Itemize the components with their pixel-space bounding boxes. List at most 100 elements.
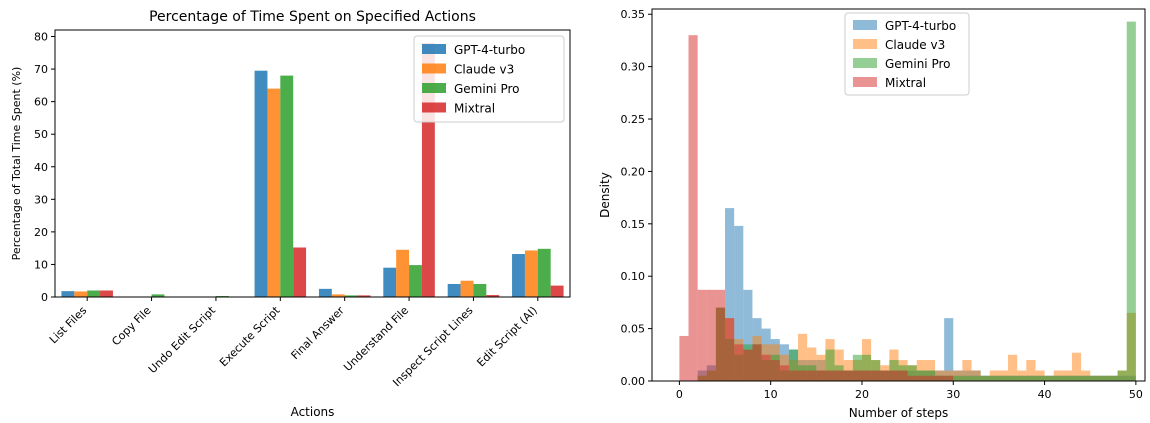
hist-bin (880, 370, 890, 381)
bar (61, 291, 75, 297)
hist-bin (898, 370, 908, 381)
hist-bin (1090, 375, 1100, 381)
x-axis-label: Number of steps (849, 406, 949, 420)
bar (473, 283, 487, 297)
hist-bin (816, 370, 826, 381)
hist-bin (953, 375, 963, 381)
hist-bin (1044, 375, 1054, 381)
hist-bin (944, 375, 954, 381)
hist-bin (725, 318, 735, 381)
hist-bin (1081, 375, 1091, 381)
hist-bin (907, 375, 917, 381)
hist-bin (679, 335, 689, 381)
bar (87, 290, 101, 297)
bar (409, 265, 422, 297)
hist-bin (962, 375, 972, 381)
hist-bin (807, 370, 817, 381)
hist-bin (1071, 375, 1082, 381)
hist-bin (734, 225, 744, 381)
bar (447, 283, 461, 297)
bar (524, 250, 538, 297)
x-tick-label: List Files (47, 304, 90, 347)
bar (550, 285, 564, 297)
x-tick-label: 30 (946, 388, 960, 401)
x-tick-label: Edit Script (AI) (474, 304, 539, 369)
legend-label: GPT-4-turbo (454, 43, 525, 57)
bar (318, 288, 332, 297)
hist-bin (944, 318, 954, 381)
legend-label: Gemini Pro (454, 82, 520, 96)
hist-bin (770, 360, 780, 381)
y-tick-label: 40 (34, 161, 48, 174)
y-axis-label: Percentage of Total Time Spent (%) (10, 67, 23, 261)
hist-bin (725, 208, 735, 381)
y-tick-label: 0.35 (621, 8, 646, 21)
hist-bin (1008, 375, 1018, 381)
bar (486, 295, 500, 297)
bar (74, 291, 88, 297)
legend-swatch (422, 83, 446, 93)
hist-bin (861, 354, 872, 381)
legend-label: Claude v3 (885, 38, 945, 52)
hist-bin (706, 289, 716, 381)
y-tick-label: 0.05 (621, 323, 646, 336)
bar (151, 294, 165, 297)
hist-bin (798, 370, 808, 381)
x-tick-label: 10 (764, 388, 778, 401)
y-tick-label: 70 (34, 63, 48, 76)
hist-bin (825, 349, 835, 381)
bar (100, 290, 113, 297)
bar (280, 75, 294, 297)
bar-chart-time-spent: Percentage of Time Spent on Specified Ac… (10, 9, 571, 419)
y-tick-label: 30 (34, 193, 48, 206)
legend-box (844, 12, 970, 96)
legend-label: Mixtral (885, 76, 926, 90)
hist-bin (998, 375, 1009, 381)
hist-bin (688, 35, 698, 381)
hist-bin (1026, 375, 1036, 381)
y-tick-label: 0.15 (621, 218, 646, 231)
y-tick-label: 0.20 (621, 165, 646, 178)
hist-bin (852, 370, 862, 381)
bar (460, 280, 474, 297)
y-tick-label: 10 (34, 258, 48, 271)
legend-box (413, 35, 565, 123)
hist-bin (1117, 370, 1127, 381)
y-tick-label: 80 (34, 31, 48, 44)
hist-bin (989, 375, 999, 381)
hist-bin (752, 344, 762, 381)
hist-bin (743, 349, 753, 381)
bar (512, 254, 525, 297)
hist-bin (935, 375, 945, 381)
hist-bin (779, 365, 789, 381)
bar (396, 249, 410, 297)
y-tick-label: 20 (34, 226, 48, 239)
hist-bin (1017, 375, 1027, 381)
hist-bin (1008, 354, 1018, 381)
bar (537, 248, 551, 297)
bar (344, 295, 358, 297)
hist-bin (788, 349, 799, 381)
hist-bin (843, 370, 853, 381)
hist-bin (697, 289, 707, 381)
y-tick-label: 0 (41, 291, 48, 304)
hist-bin (1108, 375, 1118, 381)
y-tick-label: 60 (34, 96, 48, 109)
x-tick-label: 20 (855, 388, 869, 401)
hist-bin (715, 289, 726, 381)
bar (383, 267, 397, 297)
legend-swatch (853, 20, 877, 30)
y-tick-label: 0.00 (621, 375, 646, 388)
x-tick-label: 50 (1129, 388, 1143, 401)
legend-swatch (853, 77, 877, 87)
hist-bin (1099, 375, 1109, 381)
hist-bin (788, 370, 799, 381)
hist-bin (743, 289, 753, 381)
x-tick-label: 40 (1038, 388, 1052, 401)
legend-swatch (853, 39, 877, 49)
legend-label: Mixtral (454, 102, 495, 116)
y-tick-label: 50 (34, 128, 48, 141)
x-tick-label: Copy File (109, 304, 154, 349)
hist-bin (907, 365, 917, 381)
hist-bin (971, 375, 981, 381)
